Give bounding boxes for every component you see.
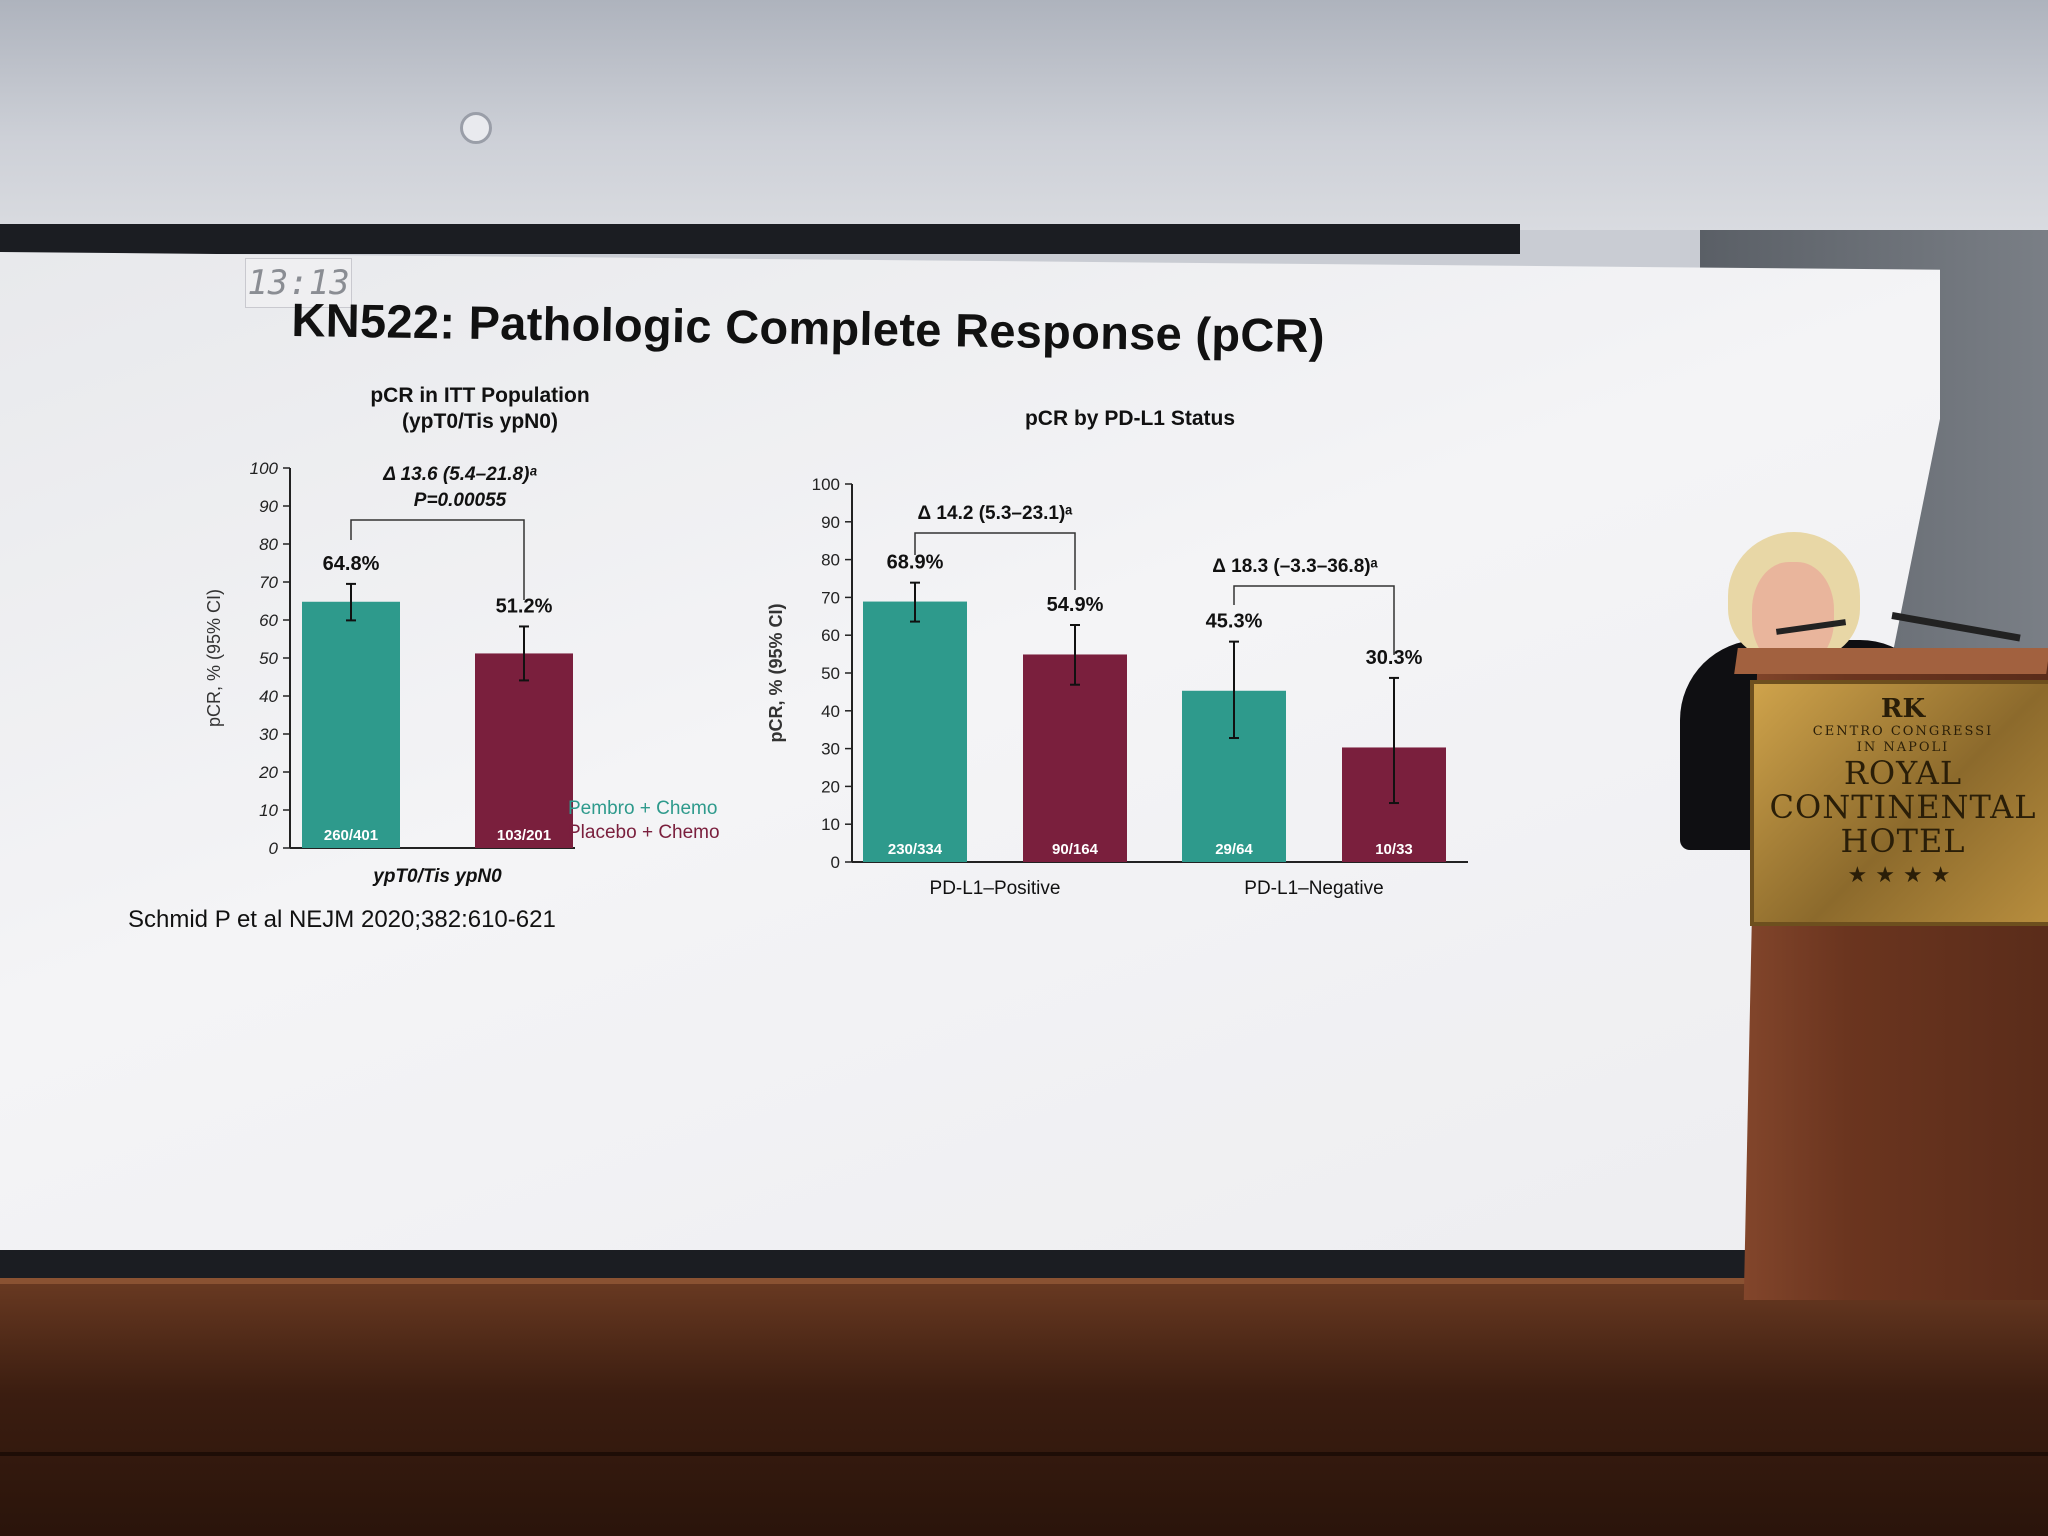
- podium-plaque: RK CENTRO CONGRESSI IN NAPOLI ROYAL CONT…: [1750, 680, 2048, 926]
- y-tick-label: 70: [821, 588, 840, 607]
- y-tick-label: 40: [821, 702, 840, 721]
- annotation-label: Δ 18.3 (–3.3–36.8)ᵃ: [1212, 556, 1378, 577]
- comparison-bracket: [914, 532, 1076, 590]
- bar: [475, 653, 573, 848]
- plaque-subtitle: CENTRO CONGRESSI IN NAPOLI: [1754, 724, 2048, 756]
- y-tick-label: 30: [821, 740, 840, 759]
- plaque-line-4: CONTINENTAL: [1769, 788, 2037, 826]
- y-tick-label: 50: [259, 649, 278, 668]
- annotation-label: Δ 13.6 (5.4–21.8)ᵃ: [382, 464, 537, 485]
- podium-top: [1734, 648, 2048, 674]
- count-label: 260/401: [324, 827, 378, 844]
- comparison-bracket: [1233, 585, 1395, 655]
- y-tick-label: 10: [821, 815, 840, 834]
- y-tick-label: 20: [258, 763, 278, 782]
- plaque-line-3: ROYAL: [1843, 754, 1963, 792]
- y-tick-label: 10: [259, 801, 278, 820]
- count-label: 103/201: [497, 827, 551, 844]
- plaque-line-1: CENTRO CONGRESSI: [1812, 724, 1994, 739]
- y-axis-label: pCR, % (95% CI): [204, 589, 224, 727]
- stage-trim: [0, 1278, 2048, 1284]
- bar: [1023, 654, 1127, 862]
- y-tick-label: 20: [821, 777, 840, 796]
- bar: [863, 601, 967, 862]
- chart-subtitle: (ypT0/Tis ypN0): [402, 410, 558, 433]
- annotation-label: P=0.00055: [414, 490, 507, 511]
- annotation-label: Δ 14.2 (5.3–23.1)ᵃ: [918, 503, 1074, 524]
- pdl1-pcr-chart: pCR by PD-L1 Status 0 10 20 30 40 50 60 70 80 90 10…: [766, 407, 1468, 899]
- bar: [302, 601, 400, 848]
- category-label: PD-L1–Positive: [930, 878, 1061, 899]
- stage-panel-line: [0, 1452, 2048, 1456]
- y-tick-label: 80: [821, 551, 840, 570]
- count-label: 10/33: [1375, 841, 1413, 858]
- comparison-bracket: [350, 519, 525, 600]
- data-label: 64.8%: [323, 553, 380, 575]
- y-axis-label: pCR, % (95% CI): [766, 603, 786, 742]
- plaque-line-2: IN NAPOLI: [1856, 740, 1950, 755]
- data-label: 68.9%: [887, 552, 944, 574]
- legend-entry: Pembro + Chemo: [568, 798, 717, 819]
- speaker-clock: 13:13: [245, 258, 352, 308]
- y-tick-label: 100: [812, 475, 840, 494]
- x-axis-label: ypT0/Tis ypN0: [372, 866, 502, 887]
- citation: Schmid P et al NEJM 2020;382:610-621: [128, 906, 556, 933]
- chart-title: pCR in ITT Population: [370, 384, 589, 407]
- chart-title: pCR by PD-L1 Status: [1025, 407, 1235, 430]
- count-label: 90/164: [1052, 841, 1099, 858]
- y-tick-label: 60: [821, 626, 840, 645]
- data-label: 54.9%: [1047, 594, 1104, 616]
- screen-top-frame: [0, 224, 1520, 254]
- y-tick-label: 70: [259, 573, 278, 592]
- screen-bottom-frame: [0, 1250, 1780, 1280]
- count-label: 29/64: [1215, 841, 1253, 858]
- smoke-detector: [460, 112, 492, 144]
- hotel-logo: RK: [1880, 694, 1926, 724]
- data-label: 30.3%: [1366, 647, 1423, 669]
- y-tick-label: 80: [259, 535, 278, 554]
- y-tick-label: 60: [259, 611, 278, 630]
- y-tick-label: 30: [259, 725, 278, 744]
- itt-pcr-chart: pCR in ITT Population (ypT0/Tis ypN0) 0 10 2…: [204, 384, 720, 887]
- hotel-stars: ★★★★: [1847, 862, 1959, 887]
- stage-front: [0, 1278, 2048, 1536]
- category-label: PD-L1–Negative: [1244, 878, 1383, 899]
- y-tick-label: 0: [831, 853, 840, 872]
- legend-entry: Placebo + Chemo: [568, 822, 720, 843]
- y-tick-label: 0: [269, 839, 279, 858]
- plaque-line-5: HOTEL: [1840, 822, 1966, 860]
- data-label: 51.2%: [496, 595, 553, 617]
- y-tick-label: 90: [821, 513, 840, 532]
- y-tick-label: 40: [259, 687, 278, 706]
- y-tick-label: 100: [250, 459, 279, 478]
- ceiling: [0, 0, 2048, 230]
- data-label: 45.3%: [1206, 611, 1263, 633]
- y-tick-label: 90: [259, 497, 278, 516]
- y-tick-label: 50: [821, 664, 840, 683]
- count-label: 230/334: [888, 841, 943, 858]
